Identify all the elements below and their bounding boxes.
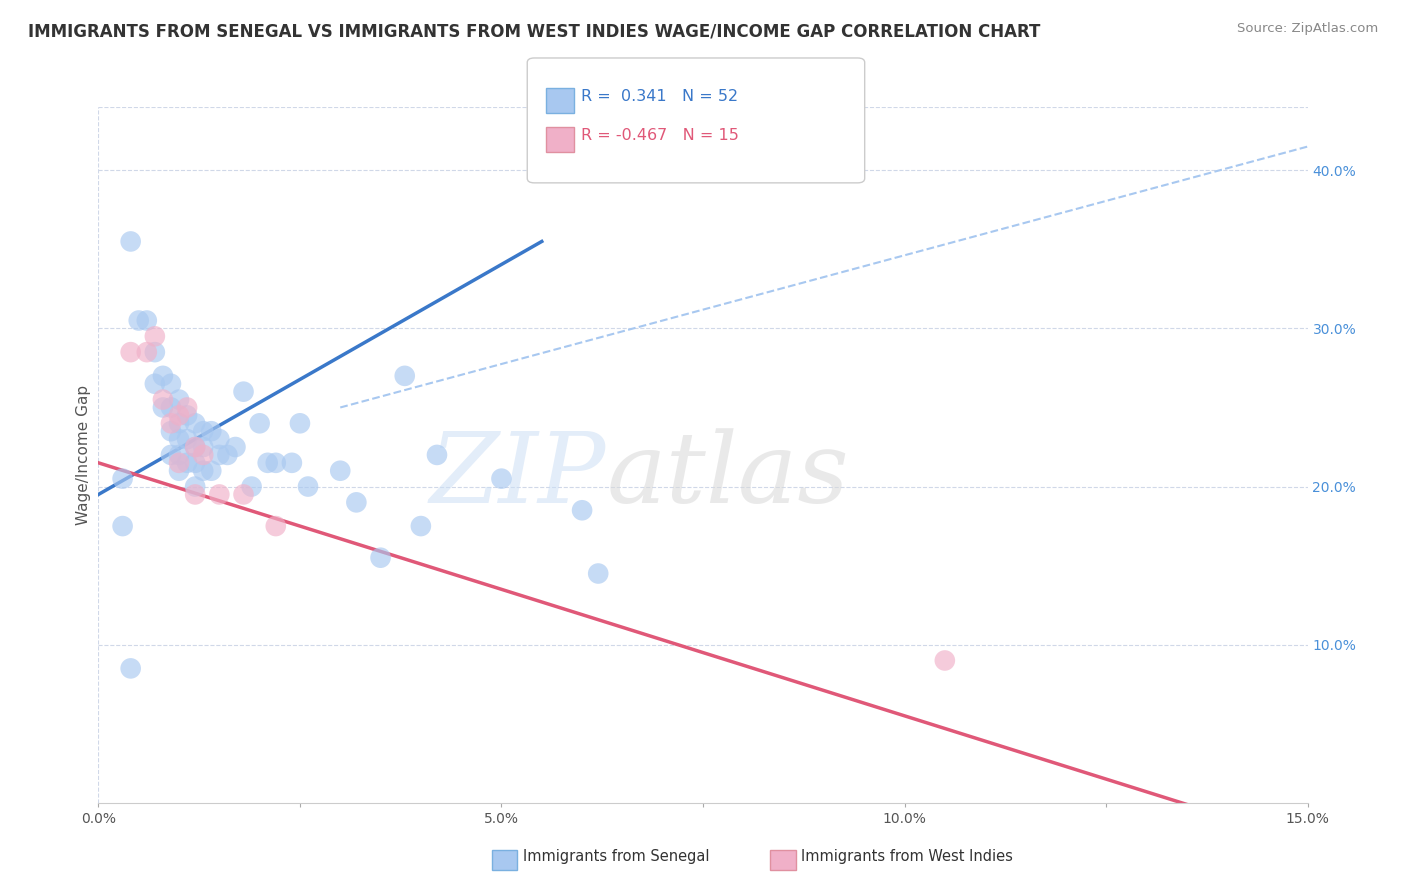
- Point: [120, 345, 142, 359]
- Point: [409, 519, 432, 533]
- Text: R =  0.341   N = 52: R = 0.341 N = 52: [581, 89, 738, 104]
- Point: [152, 392, 174, 407]
- Point: [264, 519, 287, 533]
- Point: [152, 401, 174, 415]
- Point: [184, 440, 207, 454]
- Point: [167, 432, 190, 446]
- Point: [167, 448, 190, 462]
- Point: [200, 424, 222, 438]
- Point: [232, 384, 254, 399]
- Point: [160, 448, 183, 462]
- Point: [193, 448, 215, 462]
- Point: [344, 495, 367, 509]
- Point: [184, 487, 207, 501]
- Point: [135, 345, 157, 359]
- Point: [167, 392, 190, 407]
- Point: [208, 432, 231, 446]
- Point: [193, 424, 215, 438]
- Point: [135, 313, 157, 327]
- Point: [167, 417, 190, 431]
- Point: [256, 456, 278, 470]
- Point: [184, 417, 207, 431]
- Text: Immigrants from West Indies: Immigrants from West Indies: [801, 849, 1014, 864]
- Point: [184, 440, 207, 454]
- Point: [176, 432, 198, 446]
- Text: atlas: atlas: [606, 428, 849, 524]
- Point: [160, 401, 183, 415]
- Point: [111, 519, 134, 533]
- Point: [152, 368, 174, 383]
- Point: [193, 440, 215, 454]
- Point: [120, 235, 142, 249]
- Point: [232, 487, 254, 501]
- Point: [329, 464, 352, 478]
- Point: [288, 417, 311, 431]
- Point: [370, 550, 392, 565]
- Point: [281, 456, 304, 470]
- Point: [160, 417, 183, 431]
- Point: [184, 456, 207, 470]
- Point: [176, 456, 198, 470]
- Point: [143, 376, 166, 391]
- Text: R = -0.467   N = 15: R = -0.467 N = 15: [581, 128, 738, 143]
- Point: [193, 464, 215, 478]
- Point: [249, 417, 271, 431]
- Point: [426, 448, 449, 462]
- Point: [491, 472, 513, 486]
- Text: IMMIGRANTS FROM SENEGAL VS IMMIGRANTS FROM WEST INDIES WAGE/INCOME GAP CORRELATI: IMMIGRANTS FROM SENEGAL VS IMMIGRANTS FR…: [28, 22, 1040, 40]
- Point: [240, 479, 263, 493]
- Point: [934, 653, 956, 667]
- Point: [297, 479, 319, 493]
- Point: [264, 456, 287, 470]
- Text: Immigrants from Senegal: Immigrants from Senegal: [523, 849, 710, 864]
- Point: [208, 487, 231, 501]
- Text: ZIP: ZIP: [430, 428, 606, 524]
- Point: [143, 329, 166, 343]
- Point: [111, 472, 134, 486]
- Point: [217, 448, 239, 462]
- Point: [200, 464, 222, 478]
- Point: [224, 440, 246, 454]
- Y-axis label: Wage/Income Gap: Wage/Income Gap: [76, 384, 91, 525]
- Point: [176, 409, 198, 423]
- Point: [167, 464, 190, 478]
- Point: [128, 313, 150, 327]
- Point: [394, 368, 416, 383]
- Point: [143, 345, 166, 359]
- Text: Source: ZipAtlas.com: Source: ZipAtlas.com: [1237, 22, 1378, 36]
- Point: [184, 479, 207, 493]
- Point: [160, 376, 183, 391]
- Point: [208, 448, 231, 462]
- Point: [571, 503, 593, 517]
- Point: [160, 424, 183, 438]
- Point: [176, 401, 198, 415]
- Point: [120, 661, 142, 675]
- Point: [167, 409, 190, 423]
- Point: [167, 456, 190, 470]
- Point: [586, 566, 609, 581]
